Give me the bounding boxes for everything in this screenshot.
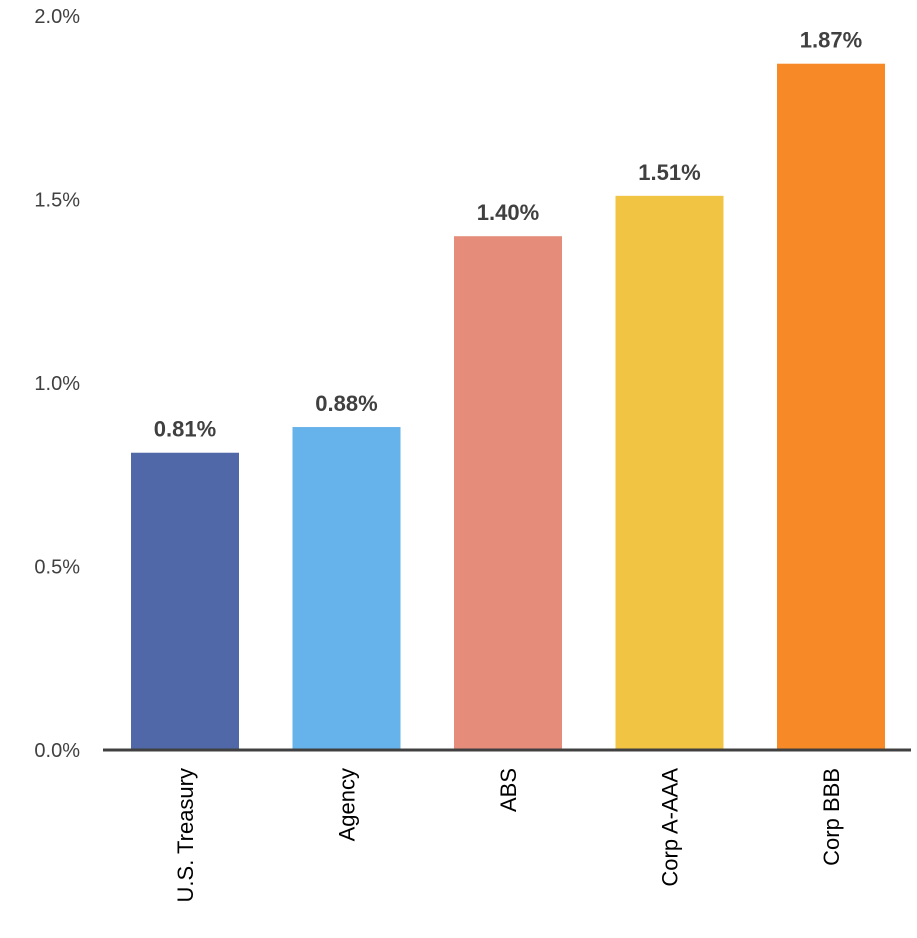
data-label: 0.81% (154, 417, 216, 442)
bar (292, 427, 401, 750)
bar (777, 63, 885, 750)
bar (454, 236, 562, 750)
data-label: 0.88% (315, 391, 377, 416)
data-label: 1.51% (638, 160, 700, 185)
category-label: Corp A-AAA (658, 768, 683, 887)
category-label: U.S. Treasury (173, 768, 198, 902)
category-label: Agency (335, 768, 360, 841)
bars (131, 63, 885, 750)
category-label: ABS (496, 768, 521, 812)
y-tick-label: 1.5% (34, 190, 80, 212)
data-label: 1.87% (800, 28, 862, 53)
y-tick-label: 1.0% (34, 373, 80, 395)
data-label: 1.40% (477, 200, 539, 225)
bar (615, 195, 724, 750)
y-tick-label: 2.0% (34, 6, 80, 28)
y-tick-label: 0.0% (34, 740, 80, 762)
data-labels: 0.81% 0.88% 1.40% 1.51% 1.87% (154, 28, 862, 442)
category-labels: U.S. Treasury Agency ABS Corp A-AAA Corp BBB (173, 768, 844, 903)
category-label: Corp BBB (819, 768, 844, 866)
y-tick-label: 0.5% (34, 557, 80, 579)
bar (131, 452, 239, 750)
y-axis-ticks: 0.0% 0.5% 1.0% 1.5% 2.0% (34, 6, 80, 762)
